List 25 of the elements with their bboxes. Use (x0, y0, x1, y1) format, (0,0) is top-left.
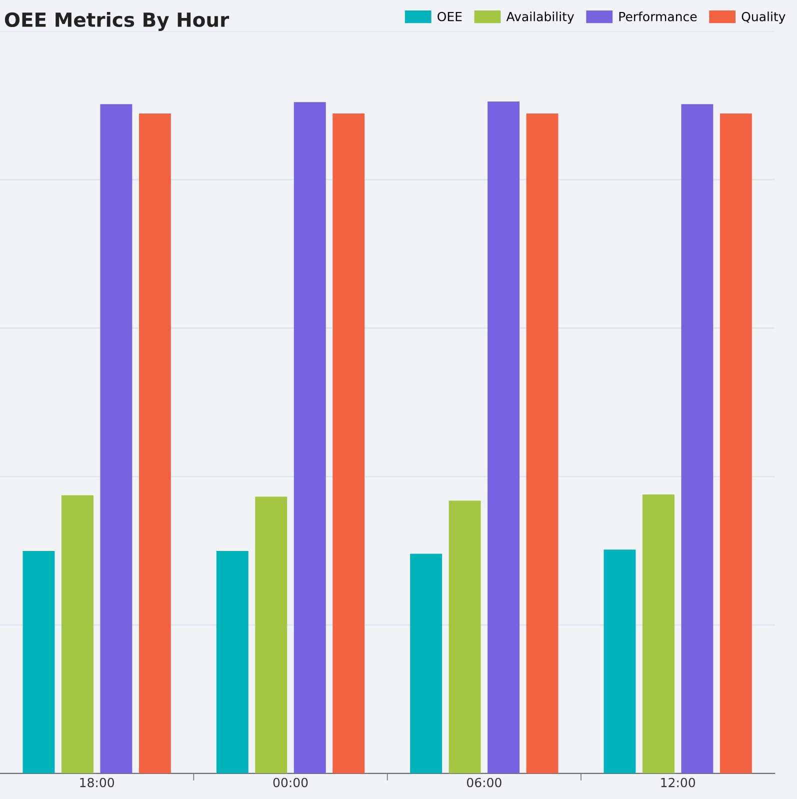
legend-label: Availability (506, 12, 574, 24)
legend-label: Performance (619, 12, 697, 22)
bar (526, 114, 558, 774)
x-tick-label: 12:00 (661, 778, 696, 788)
bar (61, 495, 94, 774)
bar (255, 496, 288, 774)
bar (488, 101, 520, 774)
bar (448, 500, 481, 774)
bar (604, 550, 636, 774)
bar (332, 114, 365, 774)
bar (294, 102, 326, 774)
bar (22, 551, 55, 774)
chart-title: OEE Metrics By Hour (4, 12, 230, 31)
bar (642, 494, 674, 774)
x-tick-label: 06:00 (466, 778, 502, 788)
legend-label: OEE (438, 12, 462, 22)
bar (100, 104, 132, 774)
bar (410, 554, 442, 774)
bar (138, 114, 171, 774)
bar (681, 104, 714, 774)
bar (216, 551, 248, 774)
x-tick-label: 18:00 (80, 778, 114, 788)
x-tick-label: 00:00 (273, 778, 308, 788)
legend-label: Quality (742, 12, 786, 24)
bar (720, 114, 752, 774)
